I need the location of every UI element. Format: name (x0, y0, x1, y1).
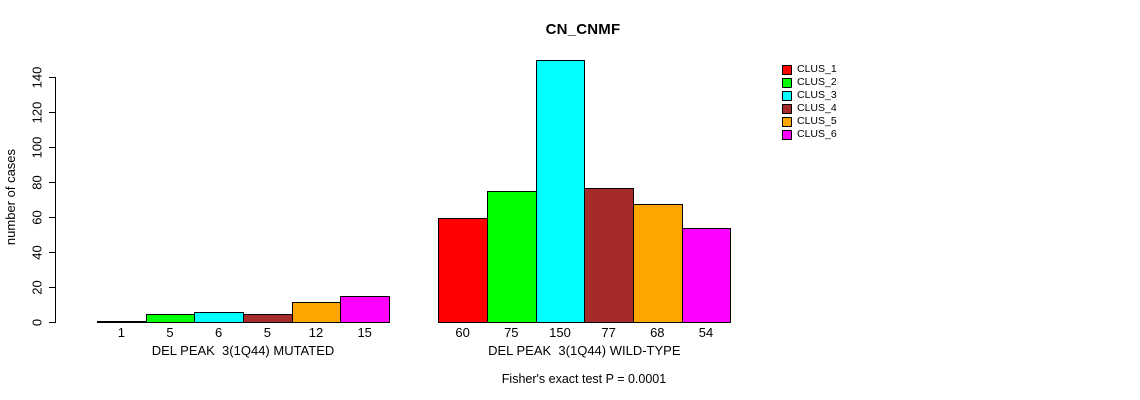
legend-item-label: CLUS_3 (797, 89, 837, 101)
bar-clus_2 (145, 313, 196, 323)
y-tick (49, 287, 56, 288)
bar-value-label: 150 (549, 325, 571, 340)
bar-value-label: 12 (308, 325, 324, 340)
bar-value-label: 68 (650, 325, 665, 340)
bar-clus_4 (243, 313, 293, 323)
fisher-test-note: Fisher's exact test P = 0.0001 (501, 372, 667, 386)
legend-swatch-icon (782, 90, 792, 101)
bar-clus_4 (584, 187, 634, 323)
bar-clus_5 (291, 301, 342, 323)
bar-clus_1 (438, 217, 488, 323)
bar-clus_6 (681, 228, 732, 323)
legend-swatch-icon (782, 64, 792, 75)
legend-item-label: CLUS_6 (797, 128, 837, 140)
bar-value-label: 1 (117, 325, 125, 340)
y-tick (49, 112, 56, 113)
legend-swatch-icon (782, 129, 792, 140)
legend: CLUS_1 CLUS_2 CLUS_3 CLUS_4 CLUS_5 CLUS_6 (782, 63, 837, 141)
chart-title: CN_CNMF (545, 21, 621, 38)
group-label: DEL PEAK 3(1Q44) WILD-TYPE (488, 343, 681, 358)
legend-item-label: CLUS_2 (797, 76, 837, 88)
legend-item: CLUS_2 (782, 76, 837, 89)
legend-item-label: CLUS_1 (797, 63, 837, 75)
bar-clus_3 (194, 312, 244, 323)
bar-clus_3 (535, 60, 586, 323)
legend-swatch-icon (782, 116, 792, 127)
bar-value-label: 77 (601, 325, 616, 340)
y-axis-line (55, 77, 56, 323)
bar-value-label: 5 (166, 325, 174, 340)
legend-item-label: CLUS_5 (797, 115, 837, 127)
bar-clus_1 (97, 320, 147, 323)
bar-value-label: 15 (357, 325, 372, 340)
legend-item: CLUS_6 (782, 128, 837, 141)
group-label: DEL PEAK 3(1Q44) MUTATED (151, 343, 335, 358)
legend-item: CLUS_3 (782, 89, 837, 102)
y-tick (49, 182, 56, 183)
legend-swatch-icon (782, 103, 792, 114)
y-tick (49, 252, 56, 253)
bar-clus_6 (340, 296, 390, 323)
y-tick (49, 147, 56, 148)
bar-value-label: 54 (698, 325, 714, 340)
bar-value-label: 75 (504, 325, 519, 340)
legend-item: CLUS_1 (782, 63, 837, 76)
legend-item: CLUS_4 (782, 102, 837, 115)
y-tick (49, 77, 56, 78)
bar-value-label: 6 (215, 325, 223, 340)
y-tick (49, 217, 56, 218)
bar-clus_5 (632, 203, 683, 323)
bar-clus_2 (486, 191, 537, 323)
legend-swatch-icon (782, 77, 792, 88)
legend-item-label: CLUS_4 (797, 102, 837, 114)
y-tick (49, 322, 56, 323)
bar-value-label: 60 (455, 325, 470, 340)
bar-value-label: 5 (263, 325, 271, 340)
legend-item: CLUS_5 (782, 115, 837, 128)
